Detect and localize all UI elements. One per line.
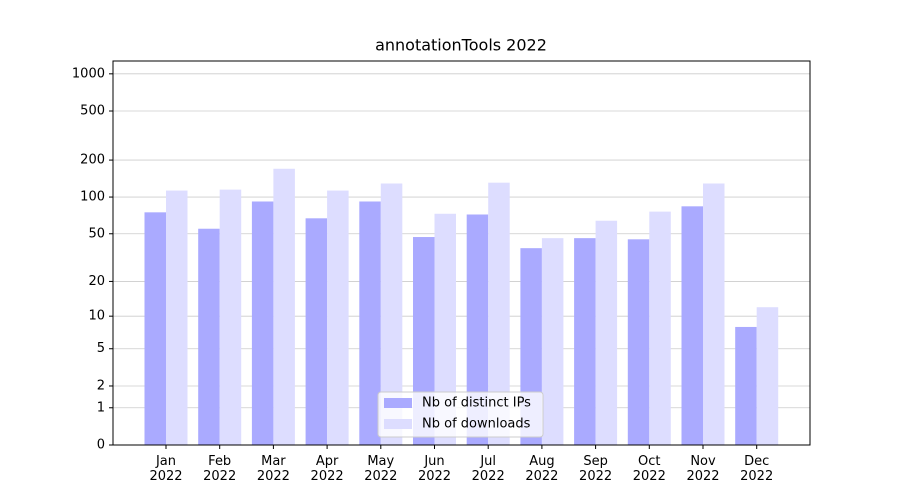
x-tick-label: Nov 2022 bbox=[686, 454, 720, 484]
bar bbox=[434, 213, 456, 445]
y-tick-label: 500 bbox=[80, 104, 105, 119]
y-tick-label: 200 bbox=[80, 153, 105, 168]
x-tick-label: Feb 2022 bbox=[203, 454, 237, 484]
chart-title: annotationTools 2022 bbox=[375, 36, 547, 55]
x-tick-label: Oct 2022 bbox=[632, 454, 666, 484]
bar bbox=[595, 220, 618, 445]
bar bbox=[681, 206, 703, 445]
bar bbox=[359, 201, 381, 445]
bar bbox=[756, 307, 779, 445]
x-tick-label: Apr 2022 bbox=[310, 454, 344, 484]
legend-label: Nb of distinct IPs bbox=[422, 396, 531, 411]
x-tick-label: May 2022 bbox=[364, 454, 398, 484]
legend-swatch bbox=[384, 419, 412, 429]
bar bbox=[627, 239, 650, 445]
bar bbox=[703, 183, 725, 445]
x-tick-label: Jul 2022 bbox=[471, 454, 505, 484]
x-tick-label: Aug 2022 bbox=[525, 454, 559, 484]
bar bbox=[541, 238, 564, 445]
y-tick-label: 5 bbox=[97, 341, 105, 356]
y-tick-label: 20 bbox=[88, 274, 105, 289]
x-tick-label: Jun 2022 bbox=[417, 454, 452, 484]
bar bbox=[144, 212, 166, 445]
y-tick-label: 10 bbox=[88, 309, 105, 324]
y-tick-label: 100 bbox=[80, 190, 105, 205]
y-tick-label: 0 bbox=[97, 438, 105, 453]
bar bbox=[380, 183, 403, 445]
x-tick-label: Sep 2022 bbox=[579, 454, 613, 484]
legend-label: Nb of downloads bbox=[422, 417, 531, 432]
bar bbox=[735, 326, 757, 445]
plot-frame bbox=[112, 60, 811, 446]
bar bbox=[219, 189, 242, 445]
bar bbox=[466, 214, 489, 445]
y-tick-label: 1000 bbox=[72, 66, 105, 81]
x-tick-label: Jan 2022 bbox=[149, 454, 183, 484]
bar bbox=[198, 228, 220, 445]
bar bbox=[273, 168, 295, 446]
bar bbox=[166, 190, 188, 445]
legend: Nb of distinct IPs Nb of downloads bbox=[377, 391, 544, 438]
y-tick-label: 1 bbox=[97, 400, 105, 415]
x-tick-label: Mar 2022 bbox=[256, 454, 290, 484]
bar bbox=[305, 218, 328, 445]
bar bbox=[327, 190, 349, 445]
legend-box bbox=[377, 391, 544, 438]
bar bbox=[488, 182, 510, 445]
bar bbox=[649, 211, 671, 445]
bar bbox=[251, 201, 274, 445]
bar bbox=[574, 238, 596, 445]
x-tick-label: Dec 2022 bbox=[740, 454, 774, 484]
y-tick-label: 2 bbox=[97, 378, 105, 393]
y-tick-label: 50 bbox=[88, 226, 105, 241]
legend-swatch bbox=[384, 398, 412, 408]
